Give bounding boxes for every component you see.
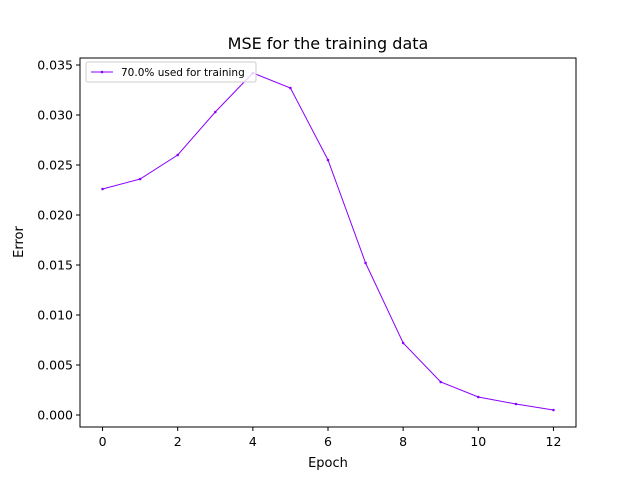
x-axis: 0 2 4 6 8 10 12 <box>99 427 562 449</box>
y-tick-label: 0.035 <box>37 58 73 73</box>
data-point <box>289 86 292 90</box>
y-tick-label: 0.020 <box>37 208 73 223</box>
y-axis-label: Error <box>12 226 27 258</box>
y-tick-label: 0.025 <box>37 158 73 173</box>
y-tick-label: 0.005 <box>37 358 73 373</box>
y-tick-label: 0.000 <box>37 408 73 423</box>
data-point <box>176 153 179 157</box>
y-tick-label: 0.015 <box>37 258 73 273</box>
legend-entry-label: 70.0% used for training <box>121 67 245 79</box>
data-point <box>213 110 217 114</box>
x-tick-label: 12 <box>546 434 562 449</box>
x-tick-label: 6 <box>324 434 332 449</box>
data-point <box>552 408 555 412</box>
data-point <box>364 261 367 265</box>
data-point <box>101 187 104 191</box>
y-axis: 0.000 0.005 0.010 0.015 0.020 0.025 0.030 0.035 <box>37 58 80 423</box>
legend-marker-swatch <box>100 70 104 74</box>
y-tick-label: 0.030 <box>37 108 73 123</box>
legend: 70.0% used for training <box>85 61 257 83</box>
data-point <box>401 341 405 345</box>
chart-title: MSE for the training data <box>228 34 429 53</box>
data-point <box>439 380 443 384</box>
x-tick-label: 10 <box>470 434 486 449</box>
data-point <box>326 158 330 162</box>
x-tick-label: 4 <box>249 434 257 449</box>
data-point <box>138 177 142 181</box>
x-tick-label: 8 <box>399 434 407 449</box>
data-point <box>514 402 518 406</box>
x-tick-label: 2 <box>174 434 182 449</box>
data-point <box>477 395 480 399</box>
legend-box <box>85 61 257 83</box>
x-tick-label: 0 <box>99 434 107 449</box>
x-axis-label: Epoch <box>308 456 348 471</box>
y-tick-label: 0.010 <box>37 308 73 323</box>
